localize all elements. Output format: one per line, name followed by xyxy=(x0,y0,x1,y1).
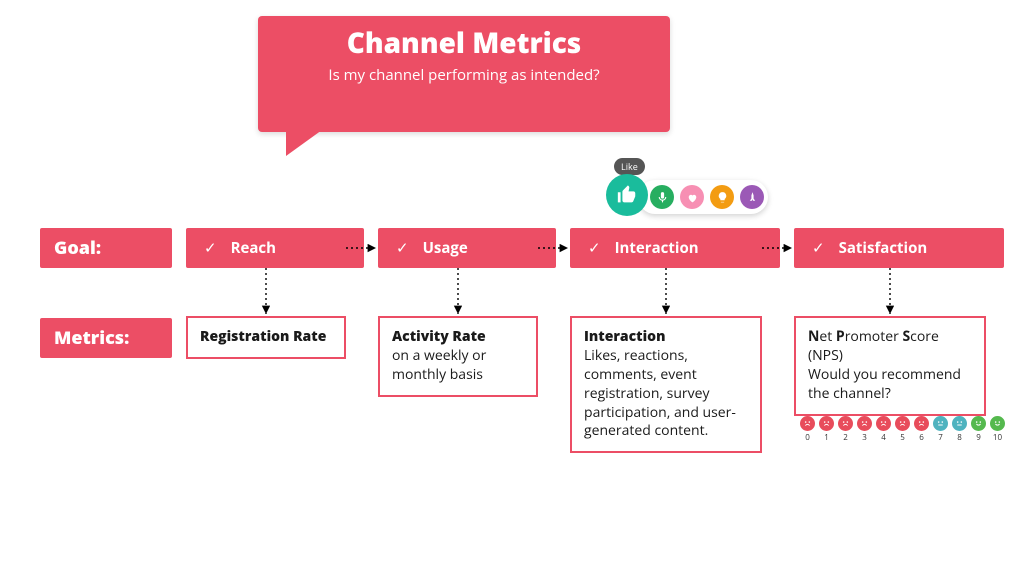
nps-number: 3 xyxy=(862,432,867,443)
nps-item-8: 8 xyxy=(952,416,967,443)
hands-icon[interactable] xyxy=(680,185,704,209)
face-neutral-icon xyxy=(952,416,967,431)
nps-number: 7 xyxy=(938,432,943,443)
nps-number: 0 xyxy=(805,432,810,443)
nps-item-9: 9 xyxy=(971,416,986,443)
nps-number: 5 xyxy=(900,432,905,443)
face-sad-icon xyxy=(857,416,872,431)
face-sad-icon xyxy=(838,416,853,431)
arrows-layer xyxy=(0,0,1024,576)
face-neutral-icon xyxy=(933,416,948,431)
nps-number: 8 xyxy=(957,432,962,443)
nps-item-5: 5 xyxy=(895,416,910,443)
nps-item-2: 2 xyxy=(838,416,853,443)
nps-item-7: 7 xyxy=(933,416,948,443)
pray-icon[interactable] xyxy=(740,185,764,209)
thumbs-up-icon[interactable] xyxy=(606,174,648,216)
nps-number: 2 xyxy=(843,432,848,443)
face-sad-icon xyxy=(895,416,910,431)
nps-item-10: 10 xyxy=(990,416,1005,443)
nps-scale: 0 1 2 3 4 5 6 7 8 9 10 xyxy=(800,416,1005,443)
mic-icon[interactable] xyxy=(650,185,674,209)
nps-item-3: 3 xyxy=(857,416,872,443)
nps-item-0: 0 xyxy=(800,416,815,443)
nps-item-4: 4 xyxy=(876,416,891,443)
like-label: Like xyxy=(614,158,645,175)
nps-number: 1 xyxy=(824,432,829,443)
face-sad-icon xyxy=(914,416,929,431)
nps-number: 6 xyxy=(919,432,924,443)
nps-item-1: 1 xyxy=(819,416,834,443)
face-sad-icon xyxy=(876,416,891,431)
bulb-icon[interactable] xyxy=(710,185,734,209)
nps-number: 9 xyxy=(976,432,981,443)
face-happy-icon xyxy=(990,416,1005,431)
nps-item-6: 6 xyxy=(914,416,929,443)
nps-number: 4 xyxy=(881,432,886,443)
face-sad-icon xyxy=(819,416,834,431)
face-sad-icon xyxy=(800,416,815,431)
nps-number: 10 xyxy=(993,432,1002,443)
face-happy-icon xyxy=(971,416,986,431)
reaction-cluster: Like xyxy=(602,158,802,228)
